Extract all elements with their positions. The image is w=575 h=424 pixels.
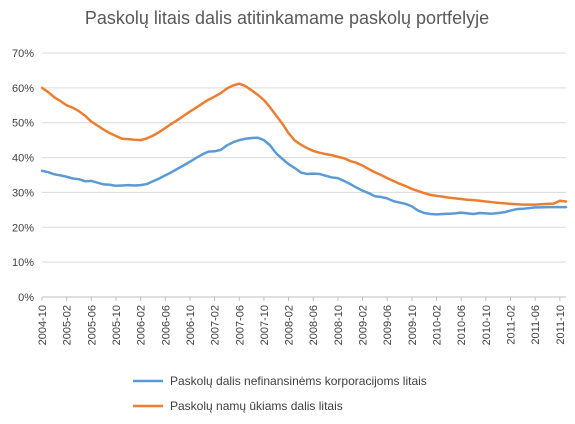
series-line-1: [40, 136, 568, 216]
x-tick-label: 2007-06: [234, 305, 246, 345]
grid-layer: [42, 52, 566, 298]
legend-label-2: Paskolų namų ūkiams dalis litais: [170, 399, 343, 413]
x-tick-label: 2008-10: [333, 305, 345, 345]
x-tick-label: 2006-02: [136, 305, 148, 345]
x-tick-label: 2009-02: [358, 305, 370, 345]
x-tick-label: 2006-06: [160, 305, 172, 345]
y-tick-label: 70%: [12, 48, 34, 60]
x-tick-label: 2010-02: [432, 305, 444, 345]
y-tick-label: 10%: [12, 257, 34, 269]
x-tick-label: 2005-10: [111, 305, 123, 345]
series-line-2: [40, 82, 568, 206]
x-tick-label: 2004-10: [37, 305, 49, 345]
legend-label-1: Paskolų dalis nefinansinėms korporacijom…: [170, 374, 427, 388]
y-axis: 0% 10% 20% 30% 40% 50% 60% 70%: [12, 48, 34, 304]
series-layer: [40, 82, 568, 216]
x-axis: 2004-10 2005-02 2005-06 2005-10 2006-02 2006-…: [37, 297, 567, 345]
x-tick-label: 2009-06: [382, 305, 394, 345]
x-tick-label: 2005-06: [86, 305, 98, 345]
x-tick-label: 2010-10: [481, 305, 493, 345]
y-tick-label: 30%: [12, 187, 34, 199]
x-tick-label: 2011-10: [555, 305, 567, 345]
x-tick-label: 2007-02: [210, 305, 222, 345]
chart-title: Paskolų litais dalis atitinkamame paskol…: [85, 8, 489, 28]
y-tick-label: 0%: [18, 292, 34, 304]
x-tick-label: 2007-10: [259, 305, 271, 345]
x-tick-label: 2008-06: [308, 305, 320, 345]
x-tick-label: 2006-10: [185, 305, 197, 345]
y-tick-label: 50%: [12, 118, 34, 130]
legend: Paskolų dalis nefinansinėms korporacijom…: [133, 374, 427, 413]
x-tick-label: 2005-02: [62, 305, 74, 345]
x-tick-label: 2009-10: [407, 305, 419, 345]
x-tick-label: 2008-02: [284, 305, 296, 345]
y-tick-label: 60%: [12, 83, 34, 95]
y-tick-label: 20%: [12, 222, 34, 234]
x-tick-label: 2011-06: [530, 305, 542, 345]
y-tick-label: 40%: [12, 153, 34, 165]
x-tick-label: 2011-02: [506, 305, 518, 345]
x-tick-label: 2010-06: [456, 305, 468, 345]
